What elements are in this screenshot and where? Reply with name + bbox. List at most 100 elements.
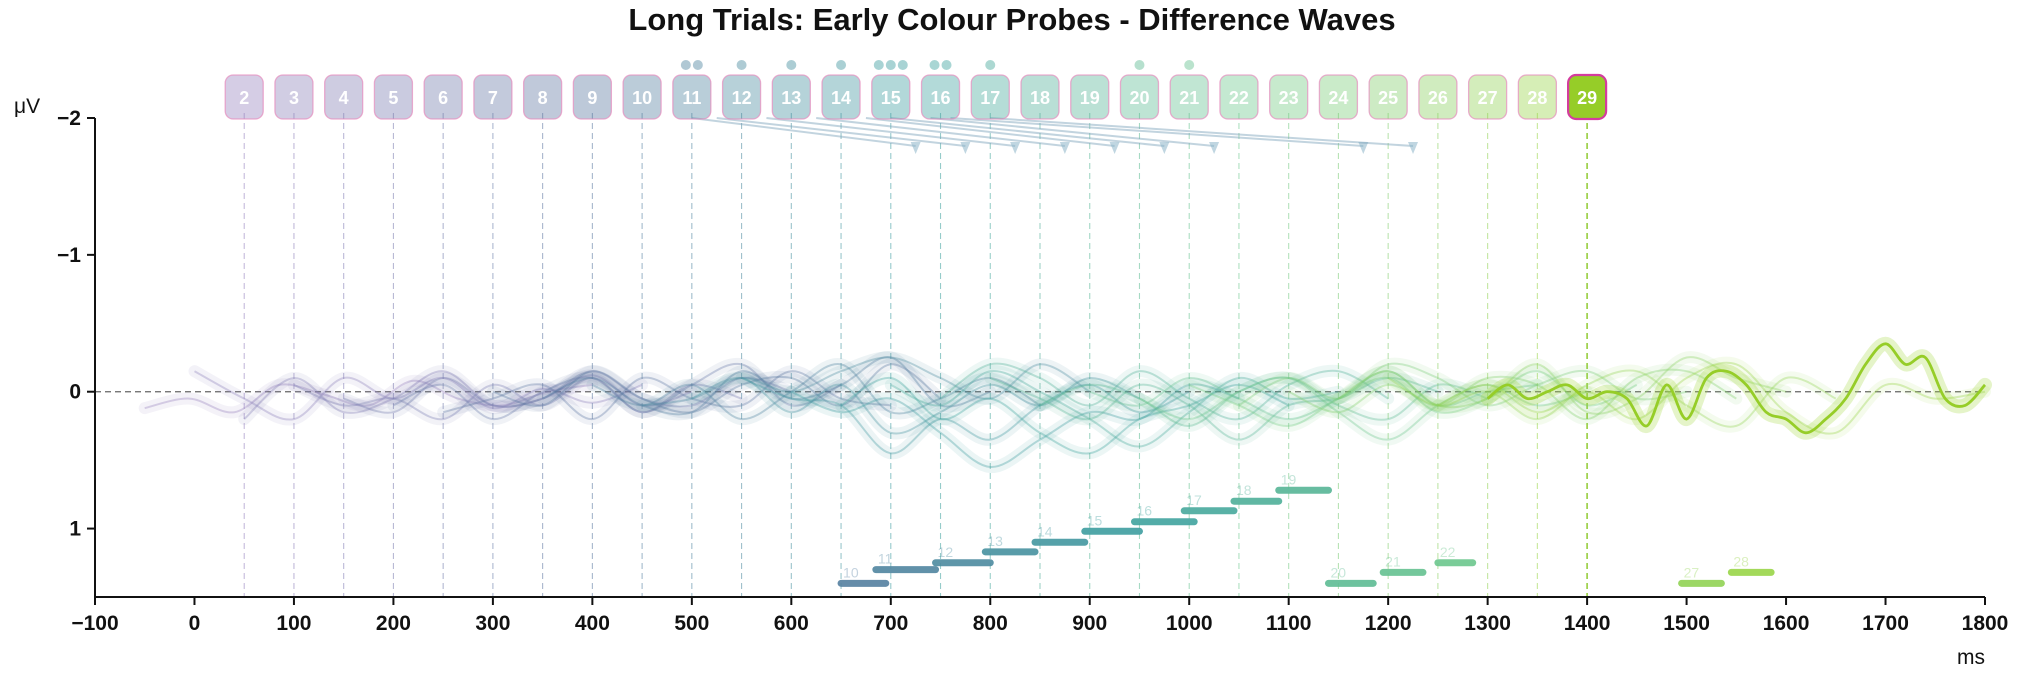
significance-label-15: 15	[1087, 512, 1103, 528]
series-line-3	[194, 370, 643, 421]
series-line-23	[1188, 370, 1638, 427]
probe-box-8	[522, 74, 563, 120]
y-tick-label-0: 0	[69, 381, 81, 404]
series-line-29	[1486, 342, 1987, 435]
probe-box-5	[373, 74, 414, 120]
series-band-28	[1431, 356, 1991, 440]
arrow-head-5	[1109, 142, 1120, 154]
probe-label-23: 23	[1279, 88, 1299, 108]
arrow-line-6	[890, 117, 1165, 147]
probe-label-28: 28	[1527, 88, 1547, 108]
probe-dot-11-1	[680, 60, 691, 70]
probe-dot-15-1	[873, 60, 884, 70]
probe-label-11: 11	[682, 88, 701, 108]
probe-box-9	[572, 74, 613, 120]
arrow-head-2	[960, 142, 971, 154]
probe-label-16: 16	[931, 88, 951, 108]
x-tick-label-1600: 1600	[1763, 612, 1810, 635]
arrow-head-7	[1209, 142, 1220, 154]
probe-box-29	[1567, 73, 1608, 121]
probe-box-3	[274, 74, 314, 120]
series-band-12	[636, 351, 1096, 412]
probe-label-2: 2	[239, 88, 249, 108]
series-band-11	[586, 358, 1046, 426]
probe-box-18	[1020, 74, 1060, 120]
probe-box-7	[473, 74, 513, 120]
series-line-10	[542, 356, 991, 416]
probe-dot-21-1	[1184, 60, 1195, 70]
series-band-14	[735, 372, 1196, 460]
probe-label-12: 12	[732, 88, 752, 108]
probe-label-4: 4	[339, 88, 349, 108]
arrow-line-3	[766, 117, 1016, 147]
series-line-26	[1337, 356, 1787, 415]
significance-label-21: 21	[1385, 553, 1401, 569]
series-line-17	[890, 370, 1339, 448]
y-tick-label-1: 1	[69, 518, 81, 541]
significance-label-11: 11	[878, 551, 893, 567]
probe-box-26	[1418, 74, 1458, 120]
series-line-24	[1238, 362, 1687, 407]
probe-box-16	[920, 74, 961, 120]
arrow-head-1	[910, 142, 921, 154]
probe-dot-11-2	[692, 60, 703, 70]
x-tick-label-1800: 1800	[1962, 612, 2009, 635]
significance-segments: 10 11 12 13 14 15 16 17 18 19 20 21 22 27 28	[837, 471, 1775, 587]
probe-box-17	[970, 74, 1010, 120]
series-band-17	[884, 365, 1345, 453]
probe-label-24: 24	[1328, 88, 1348, 108]
probe-dot-16-1	[929, 60, 940, 70]
series-line-12	[641, 356, 1091, 407]
series-line-4	[243, 370, 693, 420]
probe-label-17: 17	[980, 88, 1000, 108]
significance-label-22: 22	[1440, 544, 1456, 560]
y-axis-unit-label: μV	[14, 95, 40, 118]
series-band-4	[238, 365, 698, 426]
probe-label-7: 7	[488, 88, 498, 108]
x-tick-label-900: 900	[1072, 612, 1107, 635]
probe-box-4	[324, 74, 364, 120]
probe-box-2	[224, 74, 264, 120]
significance-label-13: 13	[987, 533, 1003, 549]
series-band-15	[785, 378, 1245, 473]
probe-box-12	[721, 74, 762, 120]
arrow-line-9	[990, 117, 1414, 147]
series-band-24	[1232, 357, 1693, 412]
arrow-head-4	[1059, 142, 1070, 154]
y-tick-label--2: −2	[57, 107, 81, 130]
series-band-10	[536, 351, 997, 421]
series-line-2	[144, 379, 593, 414]
probe-box-14	[821, 74, 861, 120]
significance-label-10: 10	[843, 564, 859, 580]
series-band-8	[437, 365, 897, 426]
x-tick-label-400: 400	[575, 612, 610, 635]
significance-label-27: 27	[1684, 564, 1700, 580]
probe-label-29: 29	[1577, 88, 1597, 108]
probe-label-8: 8	[538, 88, 548, 108]
arrow-head-9	[1408, 142, 1419, 154]
series-band-19	[984, 371, 1444, 446]
probe-label-13: 13	[781, 88, 801, 108]
series-band-25	[1282, 363, 1743, 426]
probe-dots	[680, 60, 1195, 70]
series-line-8	[442, 370, 891, 421]
significance-label-14: 14	[1037, 523, 1053, 539]
x-tick-label-300: 300	[475, 612, 510, 635]
probe-box-6	[423, 74, 463, 120]
series-line-14	[741, 377, 1190, 455]
probe-box-24	[1318, 74, 1359, 120]
series-line-7	[392, 362, 842, 421]
probe-box-28	[1517, 74, 1558, 120]
arrow-line-8	[950, 117, 1364, 147]
probe-label-19: 19	[1080, 88, 1100, 108]
x-tick-label-1300: 1300	[1464, 612, 1511, 635]
arrow-line-1	[691, 117, 916, 147]
probe-label-22: 22	[1229, 88, 1249, 108]
series-line-15	[790, 383, 1240, 469]
significance-label-12: 12	[938, 544, 954, 560]
series-band-3	[188, 365, 649, 426]
series-band-6	[337, 365, 798, 419]
probe-box-15	[871, 74, 911, 120]
significance-label-18: 18	[1236, 482, 1252, 498]
probe-label-26: 26	[1428, 88, 1448, 108]
